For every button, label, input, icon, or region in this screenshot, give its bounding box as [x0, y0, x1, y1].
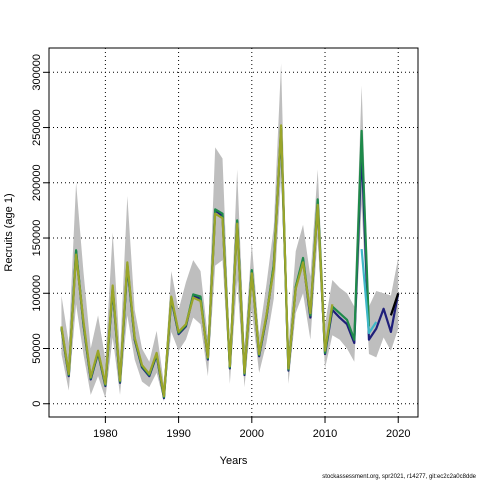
y-tick-label: 250000 [31, 109, 43, 146]
x-axis: 1980 1990 2000 2010 2020 [93, 417, 410, 440]
confidence-band-layer [61, 63, 399, 402]
x-tick-label: 1990 [166, 428, 190, 440]
y-tick-label: 50000 [31, 333, 43, 364]
y-tick-label: 300000 [31, 54, 43, 91]
x-axis-title: Years [220, 455, 248, 467]
y-axis-title: Recruits (age 1) [3, 193, 15, 271]
y-tick-label: 100000 [31, 275, 43, 312]
footer-credit: stockassessment.org, spr2021, r14277, gi… [322, 474, 476, 480]
y-tick-label: 0 [31, 401, 43, 407]
y-axis: 0 50000 100000 150000 200000 250000 300000 [31, 54, 49, 407]
x-tick-label: 2010 [313, 428, 337, 440]
plot-frame [48, 47, 419, 418]
y-tick-label: 150000 [31, 220, 43, 257]
x-tick-label: 2020 [386, 428, 410, 440]
series-line-1 [389, 292, 400, 316]
confidence-band [61, 63, 399, 402]
x-tick-label: 2000 [240, 428, 264, 440]
x-tick-label: 1980 [93, 428, 117, 440]
series-line-4 [60, 124, 334, 398]
series-line-3 [360, 248, 378, 335]
series-lines-layer [60, 124, 400, 400]
y-tick-label: 200000 [31, 164, 43, 201]
